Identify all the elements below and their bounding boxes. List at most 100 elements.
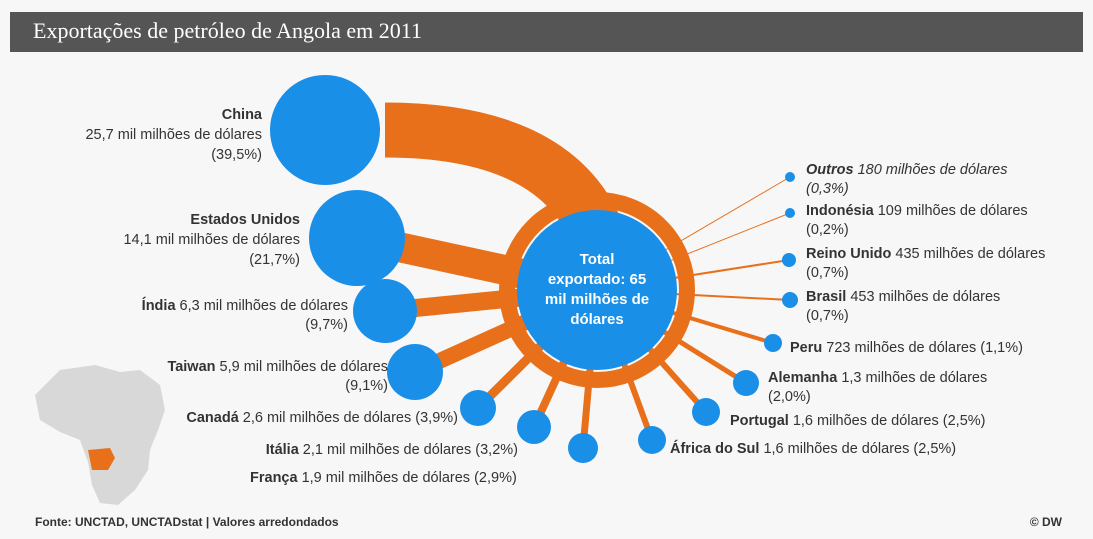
country-amount: 5,9 mil milhões de dólares — [220, 359, 388, 375]
country-share: (9,7%) — [305, 317, 348, 333]
country-amount: 109 milhões de dólares — [878, 203, 1028, 219]
title: Exportações de petróleo de Angola em 201… — [33, 18, 422, 43]
country-amount: 453 milhões de dólares — [850, 289, 1000, 305]
country-label: (0,2%) — [806, 222, 849, 238]
country-share: (1,1%) — [980, 340, 1023, 356]
country-name: Outros — [806, 162, 854, 178]
country-label: Alemanha 1,3 milhões de dólares — [768, 370, 987, 386]
country-share: (2,5%) — [913, 441, 956, 457]
country-label: 14,1 mil milhões de dólares — [123, 232, 300, 248]
country-amount: 1,6 milhões de dólares — [793, 413, 939, 429]
bubble — [460, 390, 496, 426]
country-amount: 180 milhões de dólares — [858, 162, 1008, 178]
bubble — [387, 344, 443, 400]
bubble — [517, 410, 551, 444]
bubble — [733, 370, 759, 396]
country-share: (2,5%) — [943, 413, 986, 429]
country-amount: 6,3 mil milhões de dólares — [180, 298, 348, 314]
country-share: (21,7%) — [249, 252, 300, 268]
country-name: Alemanha — [768, 370, 838, 386]
country-name: Canadá — [186, 410, 239, 426]
country-share: (2,0%) — [768, 389, 811, 405]
country-name: Indonésia — [806, 203, 875, 219]
bubble — [785, 208, 795, 218]
angola — [88, 448, 115, 470]
country-amount: 2,1 mil milhões de dólares — [303, 442, 471, 458]
country-label: (9,1%) — [345, 378, 388, 394]
center-line: exportado: 65 — [548, 271, 646, 288]
country-name: África do Sul — [670, 440, 759, 457]
africa — [35, 365, 165, 505]
country-share: (3,2%) — [475, 442, 518, 458]
country-name: Índia — [142, 297, 177, 314]
country-share: (2,9%) — [474, 470, 517, 486]
country-amount: 1,3 milhões de dólares — [841, 370, 987, 386]
country-name: Reino Unido — [806, 246, 892, 262]
country-amount: 25,7 mil milhões de dólares — [85, 127, 262, 143]
country-label: (39,5%) — [211, 147, 262, 163]
header-bar — [10, 12, 1083, 52]
country-label: (0,7%) — [806, 308, 849, 324]
country-share: (0,7%) — [806, 308, 849, 324]
bubble — [764, 334, 782, 352]
source: Fonte: UNCTAD, UNCTADstat | Valores arre… — [35, 515, 339, 529]
country-share: (3,9%) — [415, 410, 458, 426]
country-label: (0,3%) — [806, 181, 849, 197]
country-name: Taiwan — [167, 359, 215, 375]
country-label: África do Sul 1,6 milhões de dólares (2,… — [670, 440, 956, 457]
country-amount: 435 milhões de dólares — [895, 246, 1045, 262]
country-label: França 1,9 mil milhões de dólares (2,9%) — [250, 470, 517, 486]
country-label: Peru 723 milhões de dólares (1,1%) — [790, 340, 1023, 356]
country-name: Peru — [790, 340, 822, 356]
country-label: (21,7%) — [249, 252, 300, 268]
country-name: Estados Unidos — [190, 212, 300, 228]
country-name: Brasil — [806, 289, 846, 305]
country-label: Taiwan 5,9 mil milhões de dólares — [167, 359, 388, 375]
center-line: Total — [580, 251, 615, 268]
country-amount: 1,6 milhões de dólares — [763, 441, 909, 457]
bubble — [785, 172, 795, 182]
country-share: (39,5%) — [211, 147, 262, 163]
credit: © DW — [1030, 515, 1063, 529]
country-label: (0,7%) — [806, 265, 849, 281]
bubble — [782, 253, 796, 267]
bubble — [568, 433, 598, 463]
country-share: (9,1%) — [345, 378, 388, 394]
country-label: Canadá 2,6 mil milhões de dólares (3,9%) — [186, 410, 458, 426]
country-label: Reino Unido 435 milhões de dólares — [806, 246, 1045, 262]
bubble — [270, 75, 380, 185]
country-label: Itália 2,1 mil milhões de dólares (3,2%) — [266, 442, 518, 458]
bubble — [638, 426, 666, 454]
bubble — [782, 292, 798, 308]
country-amount: 723 milhões de dólares — [826, 340, 976, 356]
country-name: Portugal — [730, 413, 789, 429]
bubble — [353, 279, 417, 343]
country-label: (9,7%) — [305, 317, 348, 333]
center-text: Total exportado: 65 mil milhões de dólares — [545, 251, 649, 328]
bubble — [309, 190, 405, 286]
center-line: mil milhões de — [545, 291, 649, 308]
bubble — [692, 398, 720, 426]
country-label: (2,0%) — [768, 389, 811, 405]
country-amount: 2,6 mil milhões de dólares — [243, 410, 411, 426]
country-label: Outros 180 milhões de dólares — [806, 162, 1008, 178]
center-line: dólares — [570, 311, 623, 328]
country-name: Itália — [266, 442, 300, 458]
center-circle — [517, 210, 677, 370]
country-label: Estados Unidos — [190, 212, 300, 228]
country-label: Brasil 453 milhões de dólares — [806, 289, 1000, 305]
africa-map — [35, 365, 165, 505]
country-label: Indonésia 109 milhões de dólares — [806, 203, 1028, 219]
country-share: (0,3%) — [806, 181, 849, 197]
country-label: Índia 6,3 mil milhões de dólares — [142, 297, 348, 314]
country-share: (0,2%) — [806, 222, 849, 238]
country-name: França — [250, 470, 298, 486]
center-ring — [499, 192, 695, 388]
country-label: 25,7 mil milhões de dólares — [85, 127, 262, 143]
country-share: (0,7%) — [806, 265, 849, 281]
countries: China 25,7 mil milhões de dólares (39,5%) E… — [85, 75, 1045, 486]
country-label: Portugal 1,6 milhões de dólares (2,5%) — [730, 413, 986, 429]
country-name: China — [222, 107, 263, 123]
country-amount: 14,1 mil milhões de dólares — [123, 232, 300, 248]
